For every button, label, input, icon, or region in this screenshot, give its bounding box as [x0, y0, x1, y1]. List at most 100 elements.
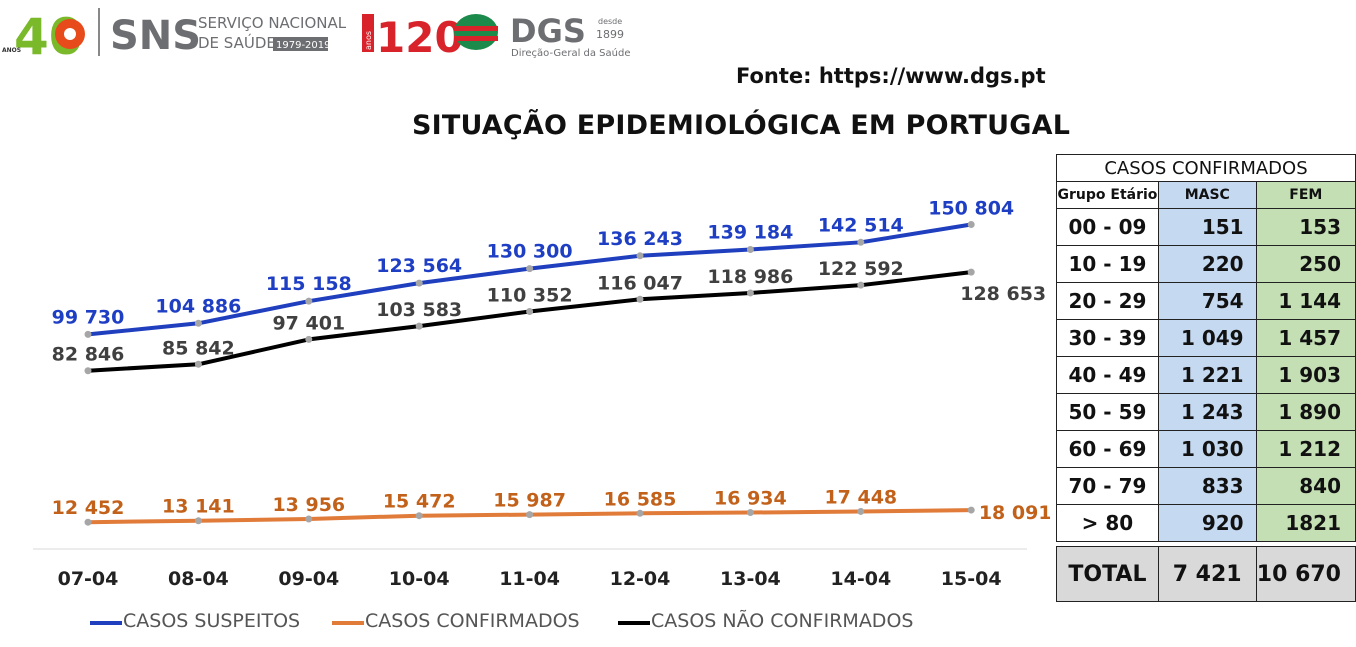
source-text: Fonte: https://www.dgs.pt: [736, 64, 1046, 88]
table-row: > 80 920 1821: [1056, 504, 1356, 542]
dgs-full-text: Direção-Geral da Saúde: [511, 47, 631, 59]
legend-label-unconfirmed: CASOS NÃO CONFIRMADOS: [651, 610, 914, 632]
cell-age: 50 - 59: [1056, 393, 1159, 431]
cell-age: 30 - 39: [1056, 319, 1159, 357]
cell-masc: 1 030: [1157, 430, 1257, 468]
data-label-confirmed: 15 472: [383, 491, 456, 513]
legend-swatch-unconfirmed: [618, 621, 650, 625]
data-point-suspected: [636, 252, 644, 260]
data-label-unconfirmed: 128 653: [960, 283, 1046, 305]
data-label-confirmed: 13 956: [272, 494, 345, 516]
confirmed-cases-table: CASOS CONFIRMADOS Grupo Etário MASC FEM …: [1056, 154, 1356, 602]
cell-fem: 153: [1255, 208, 1356, 246]
legend-label-suspected: CASOS SUSPEITOS: [123, 610, 301, 632]
x-tick-label: 08-04: [168, 568, 229, 590]
logo-header: ANOS 40 SNS SERVIÇO NACIONAL DE SAÚDE 19…: [2, 8, 631, 64]
cell-age: 00 - 09: [1056, 208, 1159, 246]
x-tick-label: 13-04: [720, 568, 781, 590]
cell-fem: 1821: [1255, 504, 1356, 542]
x-tick-label: 10-04: [389, 568, 450, 590]
data-label-unconfirmed: 97 401: [272, 312, 345, 334]
sns-name-text: SNS: [110, 13, 201, 59]
data-point-suspected: [526, 265, 534, 273]
data-label-confirmed: 12 452: [52, 497, 125, 519]
dgs-120-text: 120: [376, 13, 464, 62]
cell-fem: 1 457: [1255, 319, 1356, 357]
dgs-anos-text: anos: [364, 31, 373, 50]
data-label-confirmed: 13 141: [162, 496, 235, 518]
data-point-unconfirmed: [857, 281, 865, 289]
data-point-confirmed: [305, 515, 313, 523]
legend-label-confirmed: CASOS CONFIRMADOS: [365, 610, 580, 632]
cell-fem: 1 890: [1255, 393, 1356, 431]
data-label-suspected: 104 886: [155, 295, 241, 317]
x-tick-label: 11-04: [499, 568, 560, 590]
cell-age: 40 - 49: [1056, 356, 1159, 394]
data-point-unconfirmed: [305, 335, 313, 343]
data-label-suspected: 136 243: [597, 228, 683, 250]
dgs-desde-text: desde: [598, 17, 622, 26]
data-point-confirmed: [415, 512, 423, 520]
data-label-suspected: 130 300: [487, 241, 573, 263]
dgs-name-text: DGS: [510, 12, 586, 50]
sns-line1-text: SERVIÇO NACIONAL: [198, 14, 347, 32]
cell-masc: 754: [1157, 282, 1257, 320]
table-row: 10 - 19 220 250: [1056, 245, 1356, 283]
data-point-confirmed: [967, 506, 975, 514]
data-label-confirmed: 17 448: [824, 486, 897, 508]
data-point-unconfirmed: [526, 308, 534, 316]
data-label-unconfirmed: 116 047: [597, 272, 683, 294]
data-point-suspected: [967, 220, 975, 228]
data-point-confirmed: [857, 507, 865, 515]
data-label-confirmed: 18 091: [979, 502, 1050, 524]
table-row: 60 - 69 1 030 1 212: [1056, 430, 1356, 468]
data-point-suspected: [305, 297, 313, 305]
table-row: 20 - 29 754 1 144: [1056, 282, 1356, 320]
dgs-logo: anos 120 DGS desde 1899 Direção-Geral da…: [362, 12, 631, 62]
sns-years-text: 1979-2019: [276, 40, 331, 51]
data-point-suspected: [194, 319, 202, 327]
table-row: 50 - 59 1 243 1 890: [1056, 393, 1356, 431]
legend-swatch-confirmed: [332, 621, 364, 625]
cell-fem: 1 144: [1255, 282, 1356, 320]
cell-masc: 151: [1157, 208, 1257, 246]
header-age-group: Grupo Etário: [1056, 181, 1159, 209]
data-label-suspected: 139 184: [707, 221, 793, 243]
dgs-year-text: 1899: [596, 28, 624, 41]
total-fem: 10 670: [1255, 546, 1356, 602]
table-header-row: Grupo Etário MASC FEM: [1056, 181, 1356, 209]
cell-fem: 250: [1255, 245, 1356, 283]
cell-masc: 920: [1157, 504, 1257, 542]
cell-fem: 1 903: [1255, 356, 1356, 394]
data-point-confirmed: [636, 509, 644, 517]
chart-title: SITUAÇÃO EPIDEMIOLÓGICA EM PORTUGAL: [412, 110, 1071, 141]
cell-age: 60 - 69: [1056, 430, 1159, 468]
header-fem: FEM: [1255, 181, 1356, 209]
table-title-row: CASOS CONFIRMADOS: [1056, 154, 1356, 182]
data-point-suspected: [84, 330, 92, 338]
table-row: 30 - 39 1 049 1 457: [1056, 319, 1356, 357]
data-label-unconfirmed: 118 986: [707, 266, 793, 288]
table-row: 00 - 09 151 153: [1056, 208, 1356, 246]
data-point-confirmed: [194, 517, 202, 525]
data-label-suspected: 123 564: [376, 255, 462, 277]
data-label-suspected: 115 158: [266, 273, 352, 295]
data-label-unconfirmed: 82 846: [52, 344, 125, 366]
cell-fem: 840: [1255, 467, 1356, 505]
legend-swatch-suspected: [90, 621, 122, 625]
data-point-unconfirmed: [746, 289, 754, 297]
x-tick-label: 14-04: [830, 568, 891, 590]
data-label-unconfirmed: 85 842: [162, 337, 235, 359]
cell-masc: 833: [1157, 467, 1257, 505]
x-tick-label: 09-04: [278, 568, 339, 590]
data-point-unconfirmed: [194, 360, 202, 368]
table-row: 70 - 79 833 840: [1056, 467, 1356, 505]
x-tick-label: 07-04: [58, 568, 119, 590]
data-label-confirmed: 15 987: [493, 490, 566, 512]
cell-age: 20 - 29: [1056, 282, 1159, 320]
data-label-confirmed: 16 585: [604, 488, 677, 510]
data-point-unconfirmed: [967, 268, 975, 276]
data-point-unconfirmed: [84, 367, 92, 375]
header-masc: MASC: [1157, 181, 1257, 209]
data-label-suspected: 142 514: [818, 214, 904, 236]
